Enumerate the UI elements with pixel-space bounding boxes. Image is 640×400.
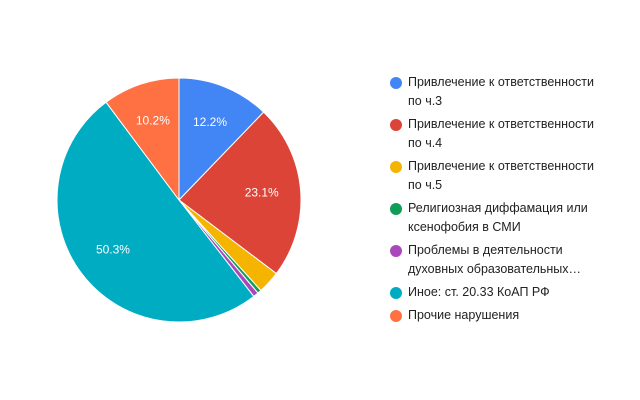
legend-item: Привлечение к ответственности по ч.4 [388, 115, 618, 153]
slice-label: 23.1% [245, 186, 279, 200]
legend-label: Привлечение к ответственности по ч.3 [408, 75, 594, 108]
legend-label: Прочие нарушения [408, 308, 520, 322]
legend-marker [390, 202, 402, 215]
legend-marker [390, 118, 402, 131]
pie-slice [178, 77, 265, 202]
legend-marker [390, 286, 402, 299]
pie-slice [56, 101, 255, 323]
slice-label: 10.2% [136, 113, 170, 127]
legend-marker [390, 76, 402, 89]
legend-item: Привлечение к ответственности по ч.5 [388, 157, 618, 195]
legend-label: Проблемы в деятельности духовных образов… [408, 243, 582, 276]
legend-marker [390, 160, 402, 173]
legend: Привлечение к ответственности по ч.3 Прив… [388, 73, 618, 329]
legend-marker [390, 309, 402, 322]
pie: 12.2% 23.1% 50.3% 10.2% [56, 77, 302, 323]
legend-item: Религиозная диффамация или ксенофобия в … [388, 199, 618, 237]
legend-label: Привлечение к ответственности по ч.4 [408, 117, 594, 150]
legend-label: Иное: ст. 20.33 КоАП РФ [408, 285, 550, 299]
legend-marker [390, 244, 402, 257]
slice-label: 50.3% [96, 242, 130, 256]
pie-slice [105, 77, 180, 202]
legend-label: Религиозная диффамация или ксенофобия в … [408, 201, 588, 234]
pie-slice [178, 111, 302, 275]
legend-item: Проблемы в деятельности духовных образов… [388, 241, 618, 279]
legend-item: Иное: ст. 20.33 КоАП РФ [388, 283, 618, 302]
legend-item: Привлечение к ответственности по ч.3 [388, 73, 618, 111]
slice-label: 12.2% [193, 115, 227, 129]
legend-item: Прочие нарушения [388, 306, 618, 325]
legend-label: Привлечение к ответственности по ч.5 [408, 159, 594, 192]
